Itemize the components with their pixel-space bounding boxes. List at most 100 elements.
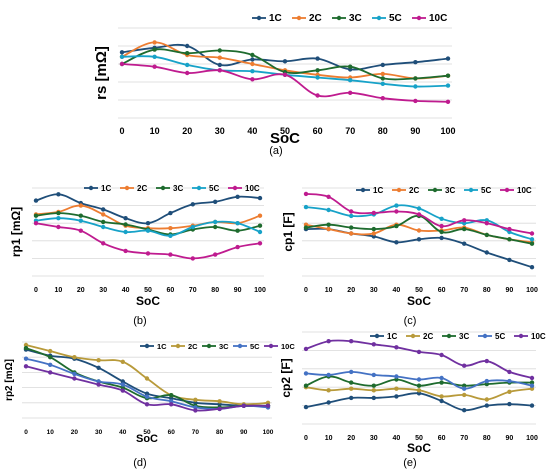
data-point	[439, 216, 444, 221]
data-point	[78, 218, 84, 223]
series-2C	[33, 203, 263, 231]
data-point	[235, 221, 240, 226]
data-point	[96, 358, 101, 363]
data-point	[439, 229, 444, 235]
data-point	[349, 386, 354, 391]
legend: 1C 2C 3C 5C 10C	[84, 184, 260, 193]
data-point	[282, 59, 288, 64]
chart-e: 0 10 20 30 40 50 60 70 80 90 100 SoC cp2 [F] 1C 2C 3C 5C…	[279, 331, 546, 455]
chart-a: 0 10 20 30 40 50 60 70 80 90 100 SoC rs [mΩ] 1C 2C 3C 5C…	[93, 13, 456, 147]
data-point	[144, 402, 150, 407]
legend-marker	[482, 333, 488, 339]
x-tick-label: 10	[55, 287, 63, 294]
data-point	[349, 369, 354, 375]
legend-marker	[374, 333, 380, 339]
x-tick-label: 100	[254, 287, 266, 294]
data-point	[371, 372, 376, 378]
data-point	[250, 57, 255, 62]
data-point	[96, 379, 101, 384]
data-point	[23, 345, 29, 351]
data-point	[445, 73, 451, 78]
data-point	[33, 198, 39, 203]
data-point	[371, 383, 376, 388]
data-point	[315, 68, 320, 73]
x-tick-label: 10	[325, 287, 333, 294]
x-tick-label: 100	[526, 435, 538, 442]
x-tick-label: 80	[378, 126, 388, 136]
x-tick-label: 10	[150, 126, 160, 136]
series-1C	[119, 43, 451, 72]
data-point	[168, 233, 173, 238]
data-point	[462, 218, 467, 223]
series-line	[305, 227, 533, 269]
data-point	[326, 226, 331, 232]
data-point	[303, 191, 309, 197]
data-point	[152, 54, 157, 59]
data-point	[78, 228, 84, 233]
data-point	[152, 40, 157, 45]
data-point	[123, 216, 128, 221]
legend-marker	[518, 333, 524, 339]
x-tick-label: 30	[370, 435, 378, 442]
data-point	[413, 76, 418, 81]
x-tick-label: 40	[393, 287, 401, 294]
panel-label-e: (e)	[403, 457, 416, 469]
chart-b: 0 10 20 30 40 50 60 70 80 90 100 SoC rp1 [mΩ] 1C 2C 3C 5…	[9, 184, 266, 308]
legend-marker	[432, 187, 438, 193]
data-point	[213, 219, 218, 225]
data-point	[315, 93, 320, 98]
data-point	[193, 397, 198, 402]
data-point	[250, 77, 255, 82]
legend-marker	[206, 343, 212, 349]
data-point	[123, 222, 128, 227]
x-tick-label: 90	[234, 287, 242, 294]
legend-marker	[124, 185, 130, 191]
x-tick-label: 60	[313, 126, 323, 136]
x-axis-label: SoC	[407, 294, 431, 308]
legend-label: 2C	[137, 184, 147, 193]
data-point	[217, 399, 222, 404]
data-point	[380, 96, 385, 101]
y-axis-label: rp1 [mΩ]	[9, 207, 23, 257]
data-point	[439, 223, 444, 229]
legend-marker	[232, 185, 238, 191]
data-point	[185, 51, 190, 56]
data-point	[315, 75, 320, 80]
x-tick-label: 50	[415, 435, 423, 442]
data-point	[119, 54, 125, 59]
data-point	[72, 355, 77, 360]
x-tick-label: 20	[347, 435, 355, 442]
chart-c: 0 10 20 30 40 50 60 70 80 90 100 SoC cp1 [F] 1C 2C 3C 5C…	[281, 186, 538, 308]
data-point	[72, 376, 77, 381]
data-point	[326, 222, 331, 227]
data-point	[120, 379, 126, 384]
x-axis-label: SoC	[407, 441, 431, 455]
data-point	[380, 81, 385, 87]
data-point	[445, 83, 451, 88]
x-tick-label: 90	[506, 435, 514, 442]
data-point	[349, 339, 354, 344]
legend-label: 1C	[101, 184, 111, 193]
data-point	[303, 404, 309, 410]
legend-marker	[336, 15, 342, 21]
x-tick-label: 80	[211, 287, 219, 294]
chart-d: 0 10 20 30 40 50 60 70 80 90 100 SoC rp2 [mΩ] 1C 2C 3C 5…	[4, 341, 295, 445]
data-point	[257, 195, 263, 201]
data-point	[168, 226, 173, 231]
data-point	[371, 388, 376, 393]
data-point	[48, 348, 53, 354]
legend-label: 10C	[281, 342, 295, 351]
data-point	[96, 365, 101, 370]
data-point	[23, 356, 29, 361]
series-5C	[303, 369, 535, 391]
data-point	[120, 382, 126, 387]
legend-marker	[410, 333, 416, 339]
legend-marker	[446, 333, 452, 339]
data-point	[56, 224, 61, 230]
panel-label-a: (a)	[269, 145, 282, 157]
data-point	[462, 226, 467, 232]
data-point	[303, 346, 309, 352]
legend: 1C 2C 3C 5C 10C	[370, 332, 546, 341]
legend-label: 10C	[429, 13, 447, 24]
x-tick-label: 0	[304, 435, 308, 442]
